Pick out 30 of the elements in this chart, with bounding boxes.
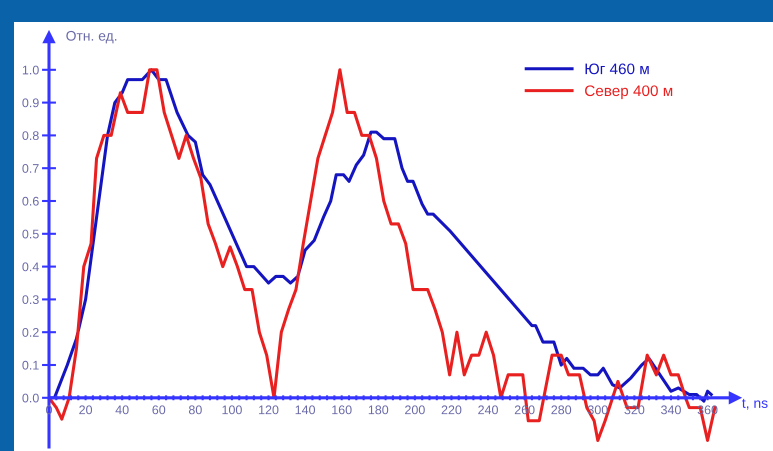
x-tick-label: 80 xyxy=(188,405,202,414)
x-tick-label: 240 xyxy=(478,405,498,414)
x-tick-label: 280 xyxy=(551,405,572,414)
legend-label: Север 400 м xyxy=(585,85,672,100)
x-tick-label: 200 xyxy=(405,405,425,414)
y-tick-label: 0.1 xyxy=(22,360,39,370)
y-tick-label: 0.2 xyxy=(22,328,39,337)
y-tick-label: 0.8 xyxy=(22,131,39,140)
y-tick-label: 0.0 xyxy=(22,394,39,402)
y-axis-title: Отн. ед. xyxy=(66,30,116,44)
x-tick-label: 120 xyxy=(259,405,278,414)
y-tick-label: 0.3 xyxy=(22,295,39,304)
x-tick-label: 40 xyxy=(116,405,129,414)
x-tick-label: 100 xyxy=(222,405,242,414)
x-tick-label: 340 xyxy=(661,405,681,414)
x-tick-label: 60 xyxy=(152,405,166,414)
y-tick-label: 0.9 xyxy=(22,98,39,108)
legend-label: Юг 460 м xyxy=(586,63,649,74)
x-tick-label: 160 xyxy=(332,405,352,414)
y-tick-label: 1.0 xyxy=(22,66,39,74)
x-tick-label: 180 xyxy=(368,405,388,414)
x-tick-label: 220 xyxy=(442,405,462,414)
y-tick-label: 0.5 xyxy=(22,230,39,238)
x-axis-title: t, ns xyxy=(742,398,768,410)
y-tick-label: 0.6 xyxy=(22,196,39,206)
y-tick-label: 0.4 xyxy=(22,262,39,272)
x-tick-label: 0 xyxy=(46,405,52,414)
x-tick-label: 20 xyxy=(79,405,92,414)
y-tick-label: 0.7 xyxy=(22,164,39,173)
x-tick-label: 140 xyxy=(296,405,316,414)
